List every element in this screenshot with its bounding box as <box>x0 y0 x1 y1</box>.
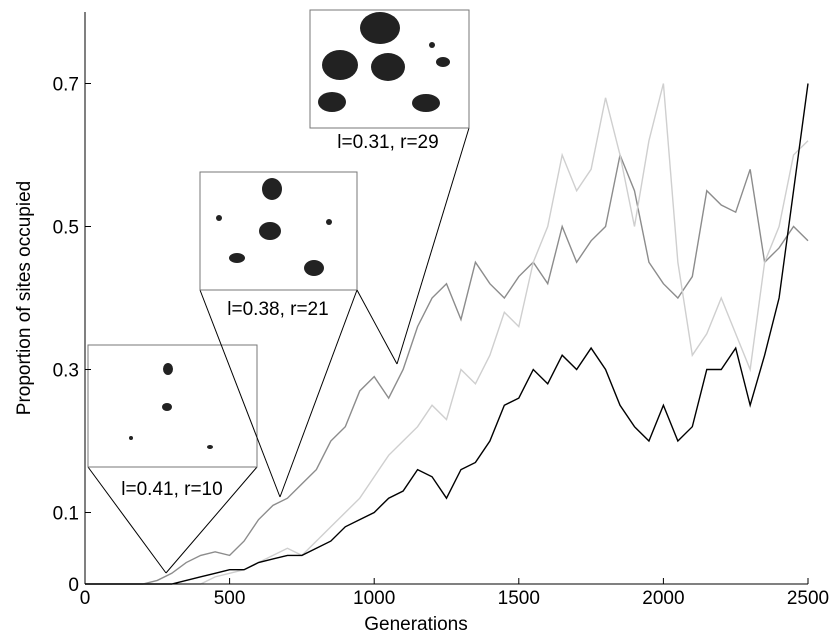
y-tick-label: 0.1 <box>53 504 79 525</box>
y-tick-label: 0.3 <box>53 361 79 382</box>
inset-1: l=0.41, r=10 <box>87 344 258 574</box>
callout-line <box>165 466 258 574</box>
callout-line <box>396 127 470 365</box>
y-tick-label: 0.5 <box>53 218 79 239</box>
series-line <box>85 83 809 585</box>
annotation: l=0.41, r=10 <box>121 479 222 500</box>
series-line <box>85 152 809 585</box>
callout-line <box>279 289 358 498</box>
cluster <box>262 178 282 200</box>
x-tick-label: 500 <box>214 588 246 609</box>
cluster <box>304 260 324 276</box>
x-tick-label: 2000 <box>642 588 684 609</box>
cluster <box>162 403 172 411</box>
inset-3: l=0.31, r=29 <box>309 9 470 365</box>
x-tick-label: 0 <box>80 588 91 609</box>
cluster <box>412 94 440 112</box>
cluster <box>371 53 405 81</box>
annotation: l=0.31, r=29 <box>337 132 438 153</box>
x-axis-label: Generations <box>364 614 468 635</box>
cluster <box>129 436 133 440</box>
callout-line <box>87 466 167 574</box>
y-tick-label: 0 <box>68 575 79 596</box>
cluster <box>229 253 245 263</box>
x-tick-label: 2500 <box>787 588 829 609</box>
callout-line <box>199 289 281 498</box>
cluster <box>436 57 450 67</box>
cluster <box>360 12 400 44</box>
y-axis-label: Proportion of sites occupied <box>14 181 35 415</box>
callout-line <box>356 289 398 365</box>
cluster <box>207 445 213 449</box>
annotation: l=0.38, r=21 <box>227 299 328 320</box>
x-tick-label: 1000 <box>353 588 395 609</box>
inset-image <box>87 344 258 468</box>
x-tick-label: 1500 <box>498 588 540 609</box>
cluster <box>259 222 281 240</box>
cluster <box>429 42 435 48</box>
cluster <box>216 215 222 221</box>
cluster <box>322 50 358 80</box>
inset-2: l=0.38, r=21 <box>199 171 358 498</box>
plot-area <box>85 83 809 585</box>
y-tick-label: 0.7 <box>53 75 79 96</box>
cluster <box>326 219 332 225</box>
cluster <box>318 92 346 112</box>
series-line <box>85 83 809 585</box>
cluster <box>163 363 173 375</box>
